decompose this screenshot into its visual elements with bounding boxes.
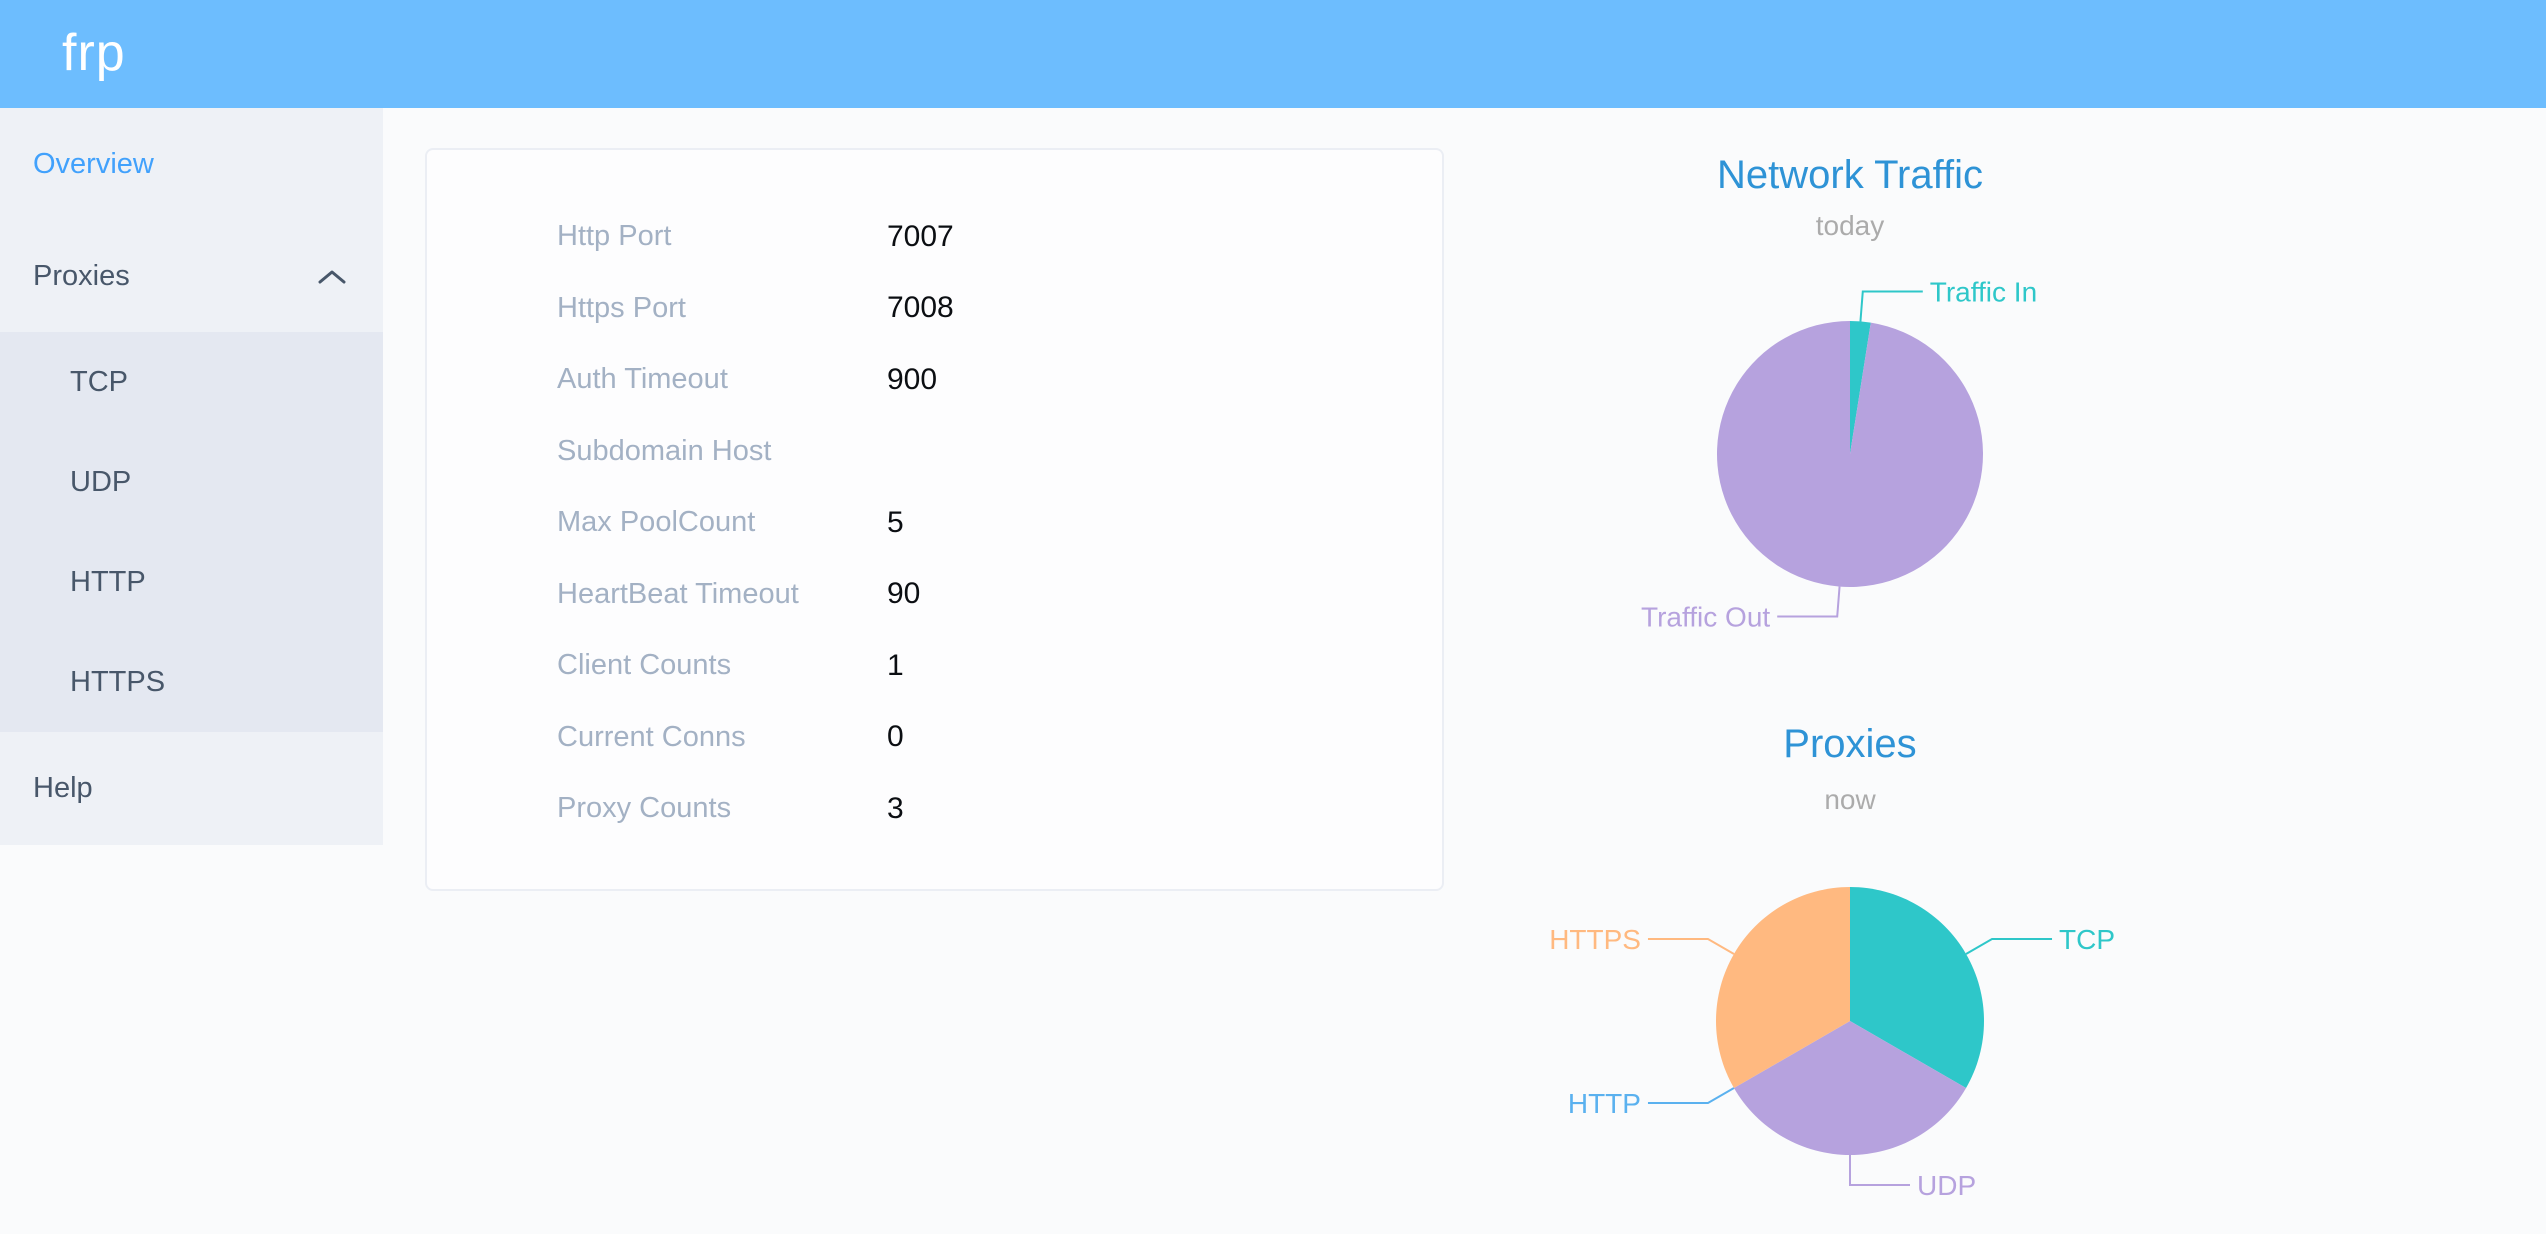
config-value: 7008 bbox=[887, 291, 954, 325]
sidebar: Overview Proxies TCP UDP HTTP HTTPS Help bbox=[0, 108, 383, 845]
pie-slice-traffic-in[interactable] bbox=[1850, 321, 1871, 454]
pie-leader-traffic-out bbox=[1777, 586, 1841, 618]
config-row: Client Counts 1 bbox=[427, 630, 1442, 702]
sidebar-item-label: HTTP bbox=[70, 566, 146, 598]
sidebar-item-udp[interactable]: UDP bbox=[0, 432, 383, 532]
config-label: Max PoolCount bbox=[557, 506, 756, 539]
config-row: Subdomain Host bbox=[427, 416, 1442, 488]
chart-title-network-traffic: Network Traffic bbox=[1717, 153, 1983, 197]
sidebar-item-overview[interactable]: Overview bbox=[0, 108, 383, 220]
config-row: HeartBeat Timeout 90 bbox=[427, 559, 1442, 631]
config-value: 900 bbox=[887, 362, 938, 396]
config-row: Auth Timeout 900 bbox=[427, 344, 1442, 416]
chevron-up-icon bbox=[318, 270, 346, 284]
pie-label-https: HTTPS bbox=[1549, 924, 1641, 955]
pie-label-http: HTTP bbox=[1568, 1088, 1641, 1119]
network-traffic-pie-chart: Traffic In Traffic Out bbox=[1641, 277, 2037, 633]
config-row: Max PoolCount 5 bbox=[427, 487, 1442, 559]
config-rows: Http Port 7007 Https Port 7008 Auth Timeout 9… bbox=[427, 150, 1442, 845]
sidebar-item-label: TCP bbox=[70, 366, 128, 398]
config-value: 7007 bbox=[887, 219, 954, 253]
pie-label-udp: UDP bbox=[1917, 1170, 1976, 1201]
server-config-card: Http Port 7007 Https Port 7008 Auth Timeout 9… bbox=[425, 148, 1444, 891]
sidebar-item-label: HTTPS bbox=[70, 666, 166, 698]
chart-subtitle-now: now bbox=[1824, 784, 1876, 815]
config-label: Https Port bbox=[557, 291, 686, 324]
config-label: Current Conns bbox=[557, 720, 746, 753]
config-label: Http Port bbox=[557, 220, 672, 253]
sidebar-item-label: UDP bbox=[70, 466, 132, 498]
pie-slice-udp[interactable] bbox=[1733, 1021, 1967, 1155]
config-row: Http Port 7007 bbox=[427, 201, 1442, 273]
sidebar-item-label: Help bbox=[33, 772, 93, 804]
app-header: frp bbox=[0, 0, 2546, 108]
config-label: Auth Timeout bbox=[557, 363, 728, 396]
config-row: Https Port 7008 bbox=[427, 273, 1442, 345]
config-value: 90 bbox=[887, 577, 921, 611]
sidebar-item-proxies[interactable]: Proxies bbox=[0, 220, 383, 332]
config-value: 3 bbox=[887, 791, 904, 825]
config-row: Proxy Counts 3 bbox=[427, 773, 1442, 845]
config-row: Current Conns 0 bbox=[427, 702, 1442, 774]
pie-leader-https bbox=[1647, 938, 1735, 955]
chart-subtitle-today: today bbox=[1815, 210, 1885, 241]
pie-leader-tcp bbox=[1965, 938, 2053, 955]
config-value: 0 bbox=[887, 720, 904, 754]
pie-slice-traffic-out[interactable] bbox=[1717, 321, 1983, 587]
sidebar-item-label: Overview bbox=[33, 148, 154, 180]
proxies-pie-chart: TCP UDP HTTP HTTPS bbox=[1549, 887, 2115, 1201]
sidebar-item-tcp[interactable]: TCP bbox=[0, 332, 383, 432]
pie-label-traffic-in: Traffic In bbox=[1930, 277, 2037, 308]
sidebar-item-label: Proxies bbox=[33, 260, 130, 292]
config-value: 1 bbox=[887, 648, 904, 682]
config-label: HeartBeat Timeout bbox=[557, 577, 799, 610]
pie-leader-traffic-in bbox=[1859, 290, 1923, 322]
pie-label-tcp: TCP bbox=[2059, 924, 2115, 955]
proxies-submenu: TCP UDP HTTP HTTPS bbox=[0, 332, 383, 732]
config-label: Client Counts bbox=[557, 649, 732, 682]
config-label: Subdomain Host bbox=[557, 434, 772, 467]
chart-title-proxies: Proxies bbox=[1783, 722, 1917, 766]
pie-slice-https[interactable] bbox=[1716, 887, 1850, 1088]
config-value: 5 bbox=[887, 505, 904, 539]
sidebar-item-http[interactable]: HTTP bbox=[0, 532, 383, 632]
pie-leader-http bbox=[1647, 1087, 1735, 1104]
pie-slice-tcp[interactable] bbox=[1850, 887, 1984, 1088]
config-label: Proxy Counts bbox=[557, 792, 732, 825]
app-logo: frp bbox=[62, 24, 126, 82]
pie-leader-udp bbox=[1849, 1155, 1910, 1186]
sidebar-item-https[interactable]: HTTPS bbox=[0, 632, 383, 732]
pie-label-traffic-out: Traffic Out bbox=[1641, 602, 1770, 633]
sidebar-item-help[interactable]: Help bbox=[0, 732, 383, 845]
